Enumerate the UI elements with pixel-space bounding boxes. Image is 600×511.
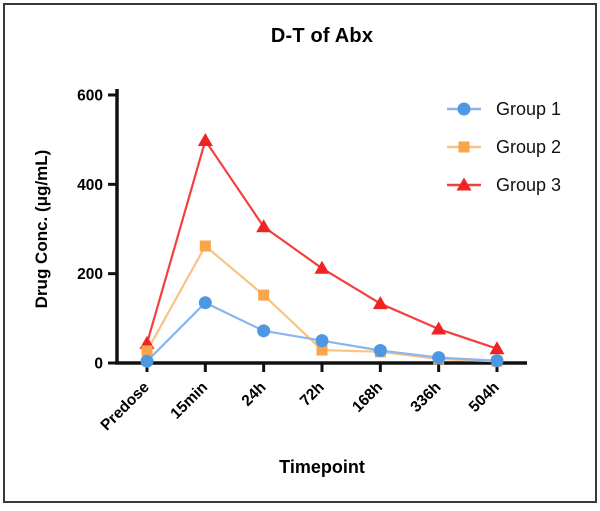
x-tick-label: 15min bbox=[167, 379, 211, 423]
group-3-line bbox=[145, 139, 498, 350]
x-tick-label: 504h bbox=[466, 379, 503, 416]
group-1-point bbox=[432, 351, 446, 365]
y-axis-label: Drug Conc. (μg/mL) bbox=[32, 149, 51, 309]
y-tick-label: 400 bbox=[77, 177, 103, 194]
legend-item-group-3: Group 3 bbox=[446, 175, 561, 194]
y-tick-label: 200 bbox=[77, 266, 103, 283]
legend-marker-shape bbox=[457, 102, 471, 115]
group-1-point bbox=[315, 334, 329, 348]
legend-marker-shape bbox=[456, 177, 472, 190]
legend-label-group-2: Group 2 bbox=[496, 136, 562, 157]
legend: Group 1 Group 2 Group 3 bbox=[446, 99, 561, 194]
figure-frame: D-T of Abx 0 200 400 600 Predose 15min 24h 72h 1… bbox=[3, 3, 597, 503]
group-1-point bbox=[257, 324, 271, 338]
group-1-point bbox=[140, 354, 154, 368]
group-3-point bbox=[197, 133, 213, 147]
group-2-point bbox=[199, 240, 211, 252]
y-tick-label: 600 bbox=[77, 88, 103, 105]
group-2-point bbox=[141, 345, 153, 357]
group-2-marker-icon bbox=[447, 141, 481, 152]
x-tick-label: 168h bbox=[349, 379, 386, 416]
legend-item-group-2: Group 2 bbox=[446, 137, 561, 156]
group-1-marker-icon bbox=[447, 102, 481, 115]
chart-title: D-T of Abx bbox=[270, 25, 374, 47]
group-3-point bbox=[431, 321, 447, 335]
group-1-point bbox=[490, 354, 504, 368]
group-3-point bbox=[256, 219, 272, 233]
legend-label-group-3: Group 3 bbox=[496, 174, 562, 195]
group-3-marker-icon bbox=[447, 177, 481, 190]
group-1-point bbox=[198, 296, 212, 310]
group-3-point bbox=[489, 341, 505, 355]
group-1-point bbox=[373, 343, 387, 357]
legend-marker-shape bbox=[458, 141, 470, 152]
legend-label-group-1: Group 1 bbox=[496, 98, 562, 119]
x-tick-label: 24h bbox=[239, 379, 270, 410]
x-tick-label: 336h bbox=[407, 379, 444, 416]
group-3-point bbox=[314, 260, 330, 274]
y-tick-label: 0 bbox=[94, 356, 103, 373]
group-2-point bbox=[258, 289, 270, 301]
group-3-point bbox=[372, 296, 388, 310]
x-axis-label: Timepoint bbox=[279, 457, 365, 477]
x-tick-label: Predose bbox=[98, 379, 154, 435]
plot-area: 0 200 400 600 Predose 15min 24h 72h 168h 336h 504h bbox=[77, 88, 527, 435]
legend-item-group-1: Group 1 bbox=[446, 99, 561, 118]
group-2-point bbox=[316, 344, 328, 356]
x-tick-label: 72h bbox=[297, 379, 328, 410]
